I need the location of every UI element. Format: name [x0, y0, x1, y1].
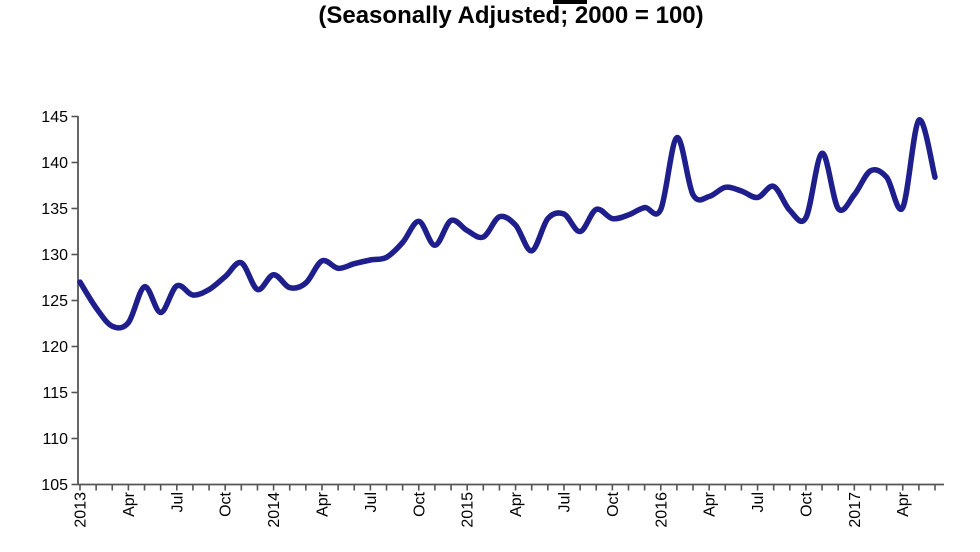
- y-tick-label: 105: [41, 477, 68, 494]
- y-tick-label: 120: [41, 339, 68, 356]
- y-tick-label: 115: [42, 385, 68, 402]
- y-tick-label: 145: [41, 109, 68, 126]
- x-tick-label: Apr: [121, 491, 138, 517]
- y-tick-label: 110: [42, 431, 68, 448]
- y-tick-label: 130: [41, 247, 68, 264]
- x-tick-label: Jul: [363, 492, 380, 512]
- x-tick-label: Jul: [169, 492, 186, 512]
- y-axis: 105 110 115 120 125 130 135 140 145: [41, 109, 79, 494]
- x-tick-label: Jul: [557, 492, 574, 512]
- x-tick-label: Apr: [315, 491, 332, 517]
- x-tick-label: Apr: [508, 491, 525, 517]
- y-tick-label: 140: [41, 155, 68, 172]
- x-tick-label: 2013: [73, 492, 90, 528]
- x-tick-label: 2015: [460, 492, 477, 528]
- x-axis: 2013 Apr Jul Oct 2014 Apr Jul Oct 2015 Apr Jul Oct 2…: [73, 483, 944, 528]
- x-tick-label: Jul: [750, 492, 767, 512]
- chart-title: (Seasonally Adjusted; 2000 = 100): [318, 2, 704, 29]
- y-tick-label: 125: [41, 293, 68, 310]
- x-tick-label: Oct: [605, 491, 622, 516]
- x-tick-label: 2014: [266, 492, 283, 528]
- y-tick-label: 135: [41, 201, 68, 218]
- x-tick-label: Apr: [895, 491, 912, 517]
- data-line: [77, 117, 938, 331]
- x-tick-label: Oct: [411, 491, 428, 516]
- cropped-text-fragment: [553, 0, 587, 4]
- x-tick-label: Oct: [218, 491, 235, 516]
- x-tick-label: 2016: [653, 492, 670, 528]
- x-tick-label: Apr: [702, 491, 719, 517]
- x-tick-label: Oct: [798, 491, 815, 516]
- x-tick-label: 2017: [847, 492, 864, 528]
